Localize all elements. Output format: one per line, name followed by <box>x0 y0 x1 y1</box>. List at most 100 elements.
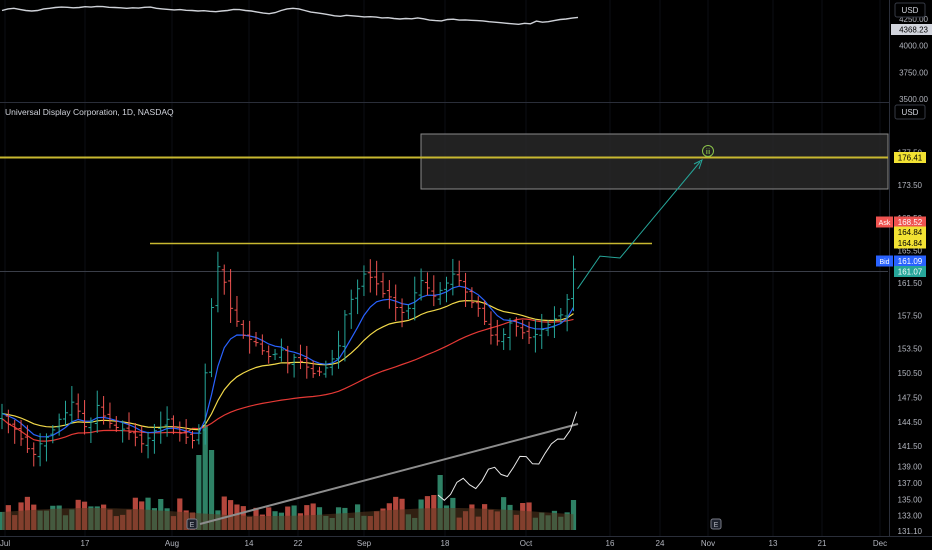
price-bar <box>272 348 278 360</box>
price-tag-value: 164.84 <box>898 239 923 248</box>
price-bar <box>374 260 380 296</box>
price-bar <box>501 328 507 350</box>
price-bar <box>291 353 297 378</box>
price-bar <box>221 264 227 295</box>
price-bar <box>393 284 399 321</box>
price-bar <box>190 430 195 449</box>
price-bar <box>240 320 246 339</box>
event-marker-earnings-icon[interactable] <box>186 518 198 530</box>
price-bar <box>5 409 11 434</box>
price-bar <box>297 344 303 370</box>
price-bar <box>253 331 259 347</box>
rising-trend-line <box>199 423 579 525</box>
target-box[interactable] <box>420 133 889 190</box>
price-bar <box>367 259 373 293</box>
price-bar <box>558 307 564 324</box>
price-tag-box <box>894 216 926 228</box>
time-axis[interactable]: Jul 17 Aug 14 22 Sep 18 Oct 16 24 Nov 13 21 Dec <box>0 539 887 548</box>
time-tick-label: Dec <box>873 539 887 548</box>
price-bar <box>158 411 164 444</box>
target-zone[interactable] <box>420 133 889 190</box>
price-tag: 164.84 <box>894 226 926 238</box>
projection-arrow[interactable] <box>577 161 701 290</box>
currency-button-price[interactable] <box>894 104 926 120</box>
price-bar <box>266 345 272 364</box>
currency-label-price: USD <box>902 108 919 117</box>
projection-arrowhead-icon <box>693 159 703 170</box>
price-bar <box>88 417 94 443</box>
price-bar <box>463 272 469 307</box>
price-bar <box>412 276 418 321</box>
price-bars <box>0 251 576 467</box>
price-tag-label: Bid <box>879 259 889 266</box>
price-bar <box>120 420 126 443</box>
price-tag-value: 176.41 <box>898 154 923 163</box>
wave-label-circle[interactable] <box>702 145 714 157</box>
price-tag: 161.07 <box>894 266 926 277</box>
volume-bar <box>437 475 443 530</box>
price-bar <box>507 318 513 351</box>
price-bar <box>520 319 526 340</box>
price-bar <box>164 406 170 437</box>
price-bar <box>386 280 392 309</box>
price-tag-value: 164.84 <box>898 228 923 237</box>
price-bar <box>56 413 62 436</box>
price-bar <box>348 289 354 329</box>
volume-bar <box>221 496 227 530</box>
price-bar <box>513 317 519 337</box>
price-bar <box>69 386 75 425</box>
event-marker-upcoming-icon[interactable] <box>710 518 722 530</box>
price-bar <box>101 396 107 425</box>
price-tag-box <box>894 226 926 238</box>
price-tag: 176.41 <box>894 152 926 163</box>
price-tick-label: 139.00 <box>898 463 923 472</box>
time-tick-label: 17 <box>81 539 90 548</box>
index-tick-label: 4000.00 <box>899 42 928 51</box>
price-bar <box>444 276 449 303</box>
price-bar <box>310 360 316 378</box>
time-tick-label: Oct <box>520 539 533 548</box>
price-bar <box>551 306 557 338</box>
price-bar <box>126 412 132 440</box>
price-bar <box>329 349 335 376</box>
price-bar <box>475 296 481 317</box>
price-bar <box>196 424 202 445</box>
oscillator-line <box>437 411 578 501</box>
price-tick-label: 141.50 <box>898 442 923 451</box>
price-bar <box>82 400 88 435</box>
price-tag-box <box>894 266 926 277</box>
price-bar <box>494 319 500 346</box>
price-tag: Ask 168.52 <box>876 216 926 228</box>
price-bar <box>336 330 342 369</box>
price-bar <box>399 298 405 328</box>
time-tick-label: 21 <box>818 539 827 548</box>
grid-lines <box>4 0 881 536</box>
price-bar <box>202 363 208 445</box>
price-tag-box <box>894 152 926 163</box>
price-tag-box <box>894 237 926 249</box>
price-bar <box>24 425 30 453</box>
price-bar <box>151 423 157 454</box>
price-tag-value: 161.09 <box>898 257 923 266</box>
price-tag-label-box <box>876 216 893 228</box>
price-bar <box>63 400 68 426</box>
time-tick-label: 24 <box>656 539 665 548</box>
price-bar <box>132 423 138 447</box>
price-bar <box>0 403 5 430</box>
price-bar <box>564 294 570 332</box>
price-bar <box>469 287 475 309</box>
price-bar <box>75 393 81 419</box>
price-bar <box>145 431 151 459</box>
price-bar <box>228 269 234 323</box>
price-bar <box>317 366 322 377</box>
time-tick-label: Aug <box>165 539 179 548</box>
currency-button-top[interactable] <box>894 2 926 18</box>
price-tick-label: 150.50 <box>898 369 923 378</box>
price-tag-value: 161.07 <box>898 268 923 277</box>
price-bar <box>234 295 240 327</box>
price-bar <box>361 265 367 296</box>
price-tick-label: 131.10 <box>898 527 923 536</box>
price-bar <box>532 319 538 353</box>
price-tick-label: 153.50 <box>898 344 923 353</box>
